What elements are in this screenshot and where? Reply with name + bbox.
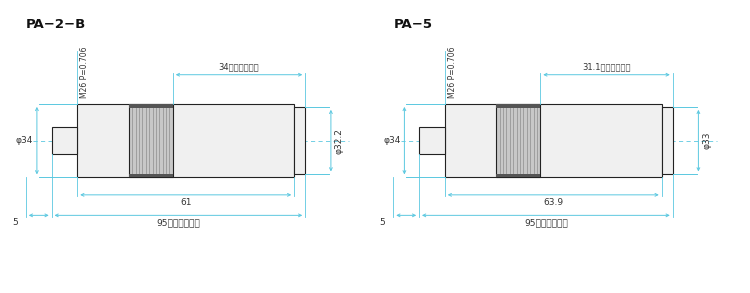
Bar [129,174,173,177]
Text: 63.9: 63.9 [543,198,563,207]
Text: PA−2−B: PA−2−B [26,18,86,30]
Text: 95（同焦距離）: 95（同焦距離） [157,218,200,227]
Bar [662,107,673,174]
Bar [419,127,445,154]
Text: φ33: φ33 [702,132,711,149]
Text: M26 P=0.706: M26 P=0.706 [80,47,89,98]
Bar [129,104,173,108]
Text: PA−5: PA−5 [393,18,432,30]
Bar [129,104,173,177]
Bar [52,127,77,154]
Text: 95（同焦距離）: 95（同焦距離） [524,218,568,227]
Text: φ34: φ34 [383,136,400,145]
Bar [496,104,540,177]
Text: 34（作動距離）: 34（作動距離） [219,63,260,72]
Bar [496,174,540,177]
Bar [294,107,305,174]
Text: 31.1（作動距離）: 31.1（作動距離） [582,63,631,72]
Bar [496,104,540,108]
Text: 61: 61 [180,198,191,207]
Text: φ34: φ34 [16,136,33,145]
Bar [445,104,662,177]
Bar [77,104,294,177]
Text: M26 P=0.706: M26 P=0.706 [448,47,457,98]
Text: 5: 5 [380,218,386,227]
Text: φ32.2: φ32.2 [334,128,344,154]
Text: 5: 5 [12,218,18,227]
